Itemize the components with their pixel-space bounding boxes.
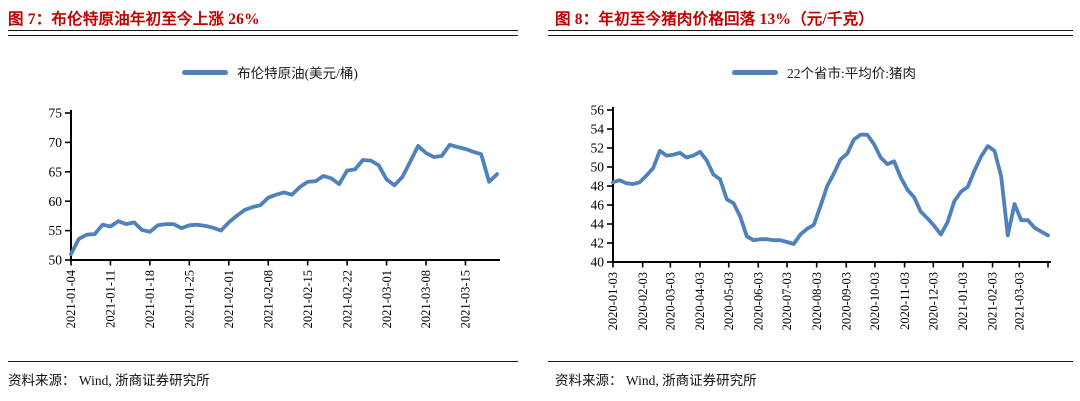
y-tick-label: 50 xyxy=(49,253,63,268)
x-tick-label: 2020-06-03 xyxy=(751,272,765,330)
x-tick-label: 2020-10-03 xyxy=(868,272,882,330)
x-tick-label: 2020-02-03 xyxy=(636,272,650,330)
title-rule xyxy=(548,30,1073,36)
legend: 布伦特原油(美元/桶) xyxy=(0,62,540,82)
x-tick-label: 2021-02-08 xyxy=(261,270,275,328)
brent-oil-line-chart: 50 55 60 65 70 75 2021-01-04 2021-01-11 2021-01-… xyxy=(49,106,500,328)
x-tick-label: 2020-03-03 xyxy=(664,272,678,330)
y-tick-label: 48 xyxy=(591,179,605,194)
x-tick-label: 2021-03-15 xyxy=(459,270,473,328)
x-tick-label: 2021-02-03 xyxy=(986,272,1000,330)
x-tick-label: 2021-01-11 xyxy=(104,270,118,328)
x-tick-label: 2020-04-03 xyxy=(693,272,707,330)
x-tick-label: 2021-01-18 xyxy=(143,270,157,328)
y-tick-label: 56 xyxy=(591,103,605,118)
x-tick-label: 2020-07-03 xyxy=(780,272,794,330)
x-tick-label: 2021-02-15 xyxy=(301,270,315,328)
x-tick-label: 2020-05-03 xyxy=(722,272,736,330)
legend-line-swatch xyxy=(731,69,778,75)
x-tick-label: 2021-01-25 xyxy=(183,270,197,328)
x-tick-label: 2020-09-03 xyxy=(839,272,853,330)
y-tick-label: 65 xyxy=(49,164,63,179)
legend-label: 布伦特原油(美元/桶) xyxy=(237,66,358,81)
source-rule xyxy=(548,361,1073,362)
y-tick-label: 54 xyxy=(591,122,605,137)
figure-title: 图 8：年初至今猪肉价格回落 13%（元/千克） xyxy=(555,11,875,28)
x-tick-label: 2020-01-03 xyxy=(606,272,620,330)
figure-brent-oil: 图 7：布伦特原油年初至今上涨 26% 布伦特原油(美元/桶) 50 55 60 65… xyxy=(0,11,540,388)
figure-title: 图 7：布伦特原油年初至今上涨 26% xyxy=(8,11,260,28)
series-line xyxy=(611,132,1050,246)
figure-pork-price: 图 8：年初至今猪肉价格回落 13%（元/千克） 22个省市:平均价:猪肉 40… xyxy=(540,0,1080,401)
x-tick-label: 2021-02-01 xyxy=(222,270,236,328)
title-rule xyxy=(8,30,518,36)
x-tick-label: 2020-08-03 xyxy=(810,272,824,330)
x-tick-label: 2021-03-01 xyxy=(380,270,394,328)
x-tick-label: 2021-01-04 xyxy=(64,269,78,328)
source-note: 资料来源： Wind, 浙商证券研究所 xyxy=(555,373,757,388)
x-tick-label: 2021-02-22 xyxy=(340,270,354,328)
pork-price-line-chart: 40 42 44 46 48 50 52 54 56 2020-01-03 2020-02-03 20… xyxy=(591,103,1051,330)
x-tick-label: 2020-12-03 xyxy=(926,272,940,330)
y-tick-label: 50 xyxy=(591,160,605,175)
y-tick-label: 44 xyxy=(591,217,605,232)
y-tick-label: 52 xyxy=(591,141,605,156)
series-line xyxy=(69,142,499,257)
y-tick-label: 55 xyxy=(49,223,63,238)
legend: 22个省市:平均价:猪肉 xyxy=(554,62,1080,82)
source-rule xyxy=(8,361,518,362)
legend-line-swatch xyxy=(182,69,229,75)
y-tick-label: 46 xyxy=(591,198,605,213)
y-tick-label: 75 xyxy=(49,106,63,121)
x-tick-label: 2021-03-08 xyxy=(419,270,433,328)
y-tick-label: 42 xyxy=(591,236,605,251)
legend-label: 22个省市:平均价:猪肉 xyxy=(786,66,916,81)
source-note: 资料来源： Wind, 浙商证券研究所 xyxy=(8,373,210,388)
x-tick-label: 2021-01-03 xyxy=(956,272,970,330)
x-tick-label: 2021-03-03 xyxy=(1012,272,1026,330)
y-tick-label: 60 xyxy=(49,194,63,209)
x-tick-label: 2020-11-03 xyxy=(898,272,912,330)
y-tick-label: 40 xyxy=(591,255,605,270)
y-tick-label: 70 xyxy=(49,135,63,150)
